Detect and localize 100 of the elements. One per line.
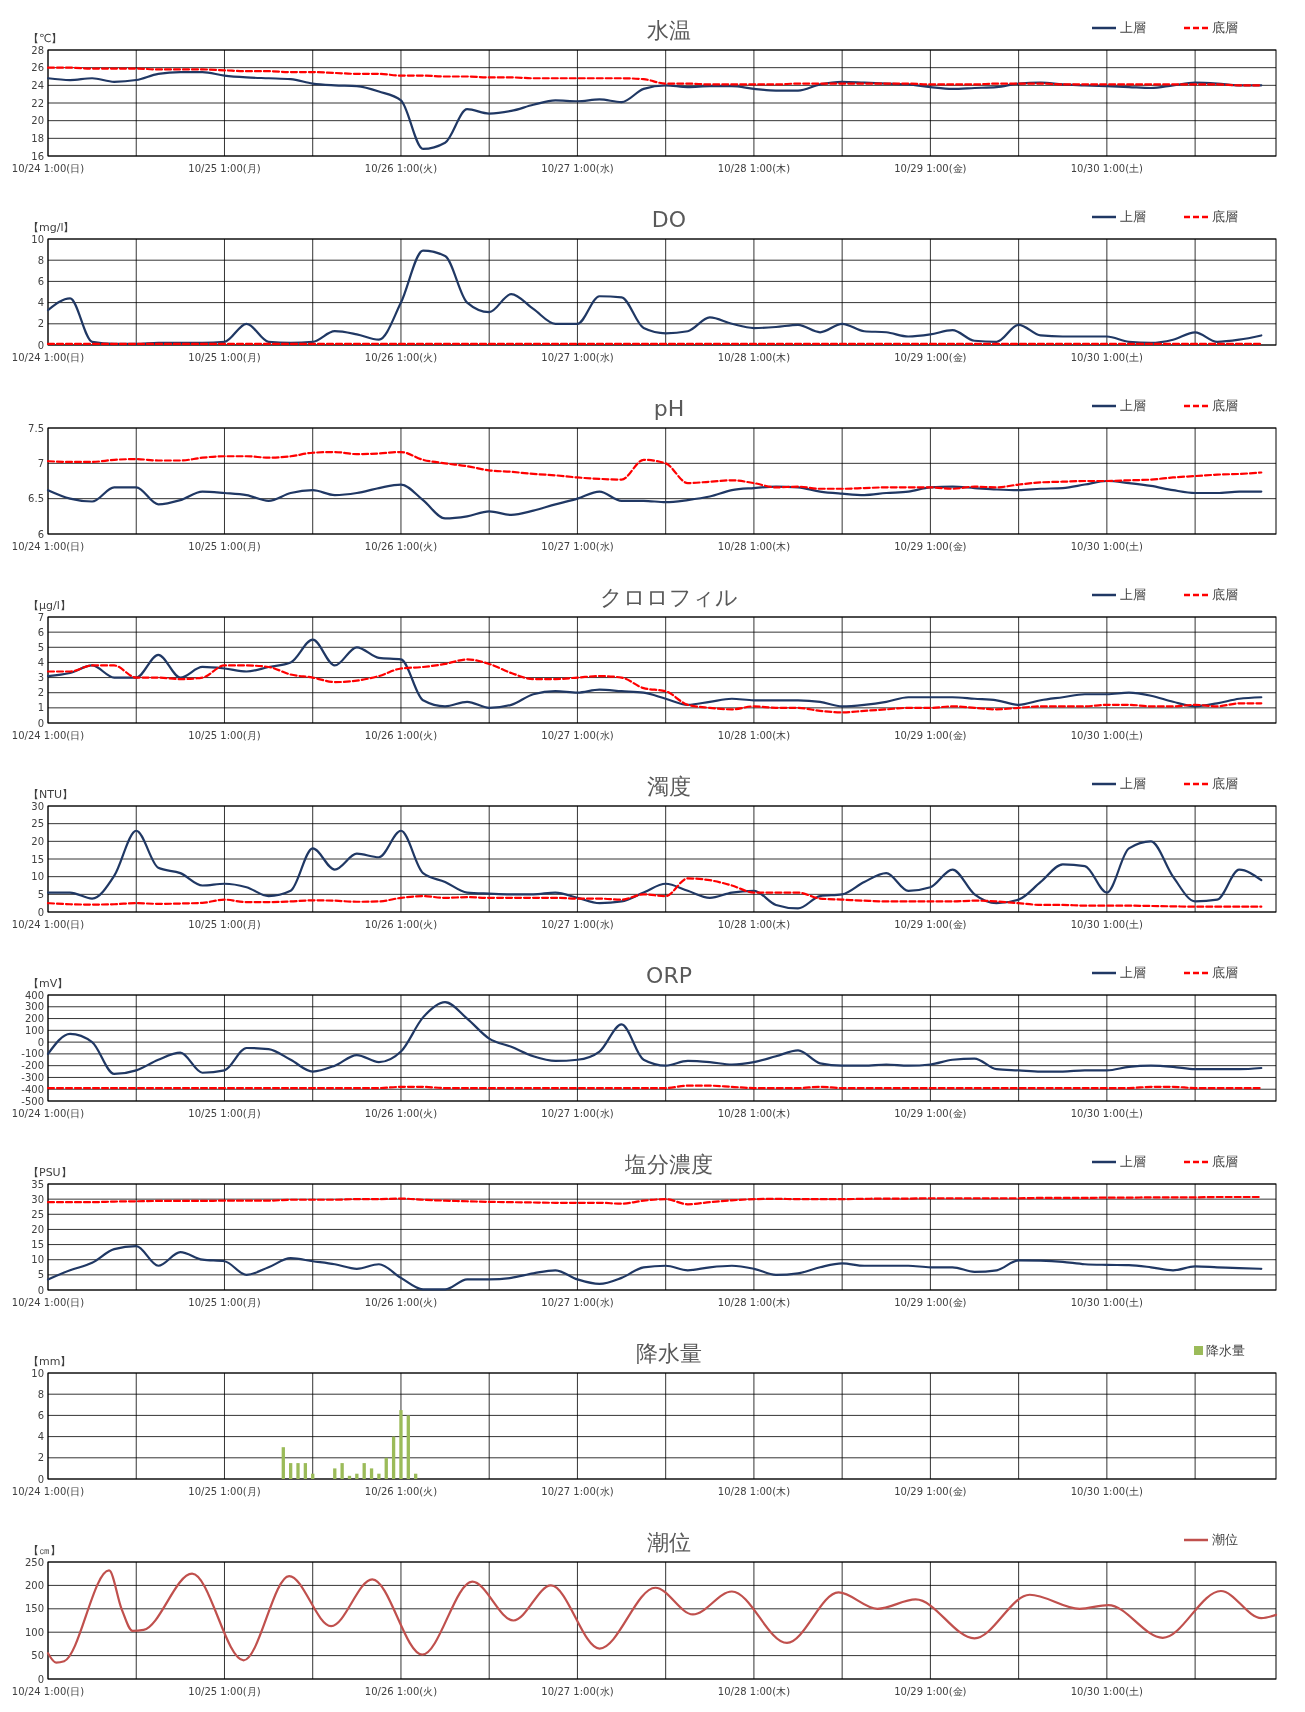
y-tick-label: 10: [31, 233, 44, 245]
x-tick-label: 10/29 1:00(金): [894, 1108, 967, 1119]
y-tick-label: 5: [37, 641, 44, 653]
y-tick-label: 10: [31, 1367, 44, 1379]
legend-label: 上層: [1120, 398, 1146, 413]
x-tick-label: 10/24 1:00(日): [11, 1486, 85, 1497]
y-axis-title: 【μg/l】: [28, 599, 71, 612]
y-tick-label: 30: [31, 800, 44, 812]
y-axis-title: 【NTU】: [28, 788, 73, 801]
x-tick-label: 10/28 1:00(木): [717, 1108, 791, 1119]
y-tick-label: 8: [37, 1388, 44, 1400]
x-tick-label: 10/25 1:00(月): [188, 1108, 261, 1119]
line-series: [46, 1195, 1263, 1206]
line-series: [46, 249, 1263, 346]
x-tick-label: 10/27 1:00(水): [541, 919, 614, 930]
y-tick-label: 6: [37, 275, 44, 287]
y-tick-label: 26: [31, 62, 44, 74]
y-axis-title: 【mg/l】: [28, 221, 75, 234]
legend-label: 底層: [1212, 587, 1238, 602]
line-series: [46, 658, 1263, 714]
line-series: [46, 1244, 1263, 1291]
chart-title: 降水量: [636, 1341, 702, 1366]
x-tick-label: 10/24 1:00(日): [11, 1297, 85, 1308]
legend-label: 降水量: [1206, 1343, 1245, 1358]
x-tick-label: 10/24 1:00(日): [11, 163, 85, 174]
x-tick-label: 10/29 1:00(金): [894, 919, 967, 930]
y-tick-label: 15: [31, 1239, 44, 1251]
x-tick-label: 10/28 1:00(木): [717, 352, 791, 363]
x-tick-label: 10/24 1:00(日): [11, 541, 85, 552]
x-tick-label: 10/28 1:00(木): [717, 1297, 791, 1308]
chart-title: ORP: [646, 963, 692, 988]
x-tick-label: 10/29 1:00(金): [894, 1686, 967, 1697]
y-tick-label: 50: [31, 1650, 44, 1662]
y-tick-label: 1: [37, 702, 44, 714]
x-tick-label: 10/26 1:00(火): [364, 1108, 438, 1119]
chart-title: 潮位: [647, 1530, 691, 1555]
x-tick-label: 10/29 1:00(金): [894, 541, 967, 552]
y-tick-label: 18: [31, 132, 44, 144]
y-tick-label: 3: [37, 672, 44, 684]
y-tick-label: 20: [31, 1223, 44, 1235]
y-tick-label: 0: [37, 1036, 44, 1048]
y-tick-label: 0: [37, 1284, 44, 1296]
y-tick-label: -100: [21, 1048, 44, 1060]
y-tick-label: 2: [37, 318, 44, 330]
y-tick-label: 8: [37, 254, 44, 266]
x-tick-label: 10/25 1:00(月): [188, 352, 261, 363]
x-tick-label: 10/24 1:00(日): [11, 919, 85, 930]
x-tick-label: 10/25 1:00(月): [188, 541, 261, 552]
x-tick-label: 10/26 1:00(火): [364, 352, 438, 363]
y-tick-label: -500: [21, 1095, 44, 1107]
x-tick-label: 10/28 1:00(木): [717, 730, 791, 741]
y-tick-label: 4: [37, 656, 44, 668]
legend-label: 上層: [1120, 776, 1146, 791]
x-tick-label: 10/27 1:00(水): [541, 1297, 614, 1308]
legend-label: 底層: [1212, 20, 1238, 35]
line-series: [46, 450, 1263, 490]
x-tick-label: 10/26 1:00(火): [364, 730, 438, 741]
x-tick-label: 10/30 1:00(土): [1070, 1686, 1144, 1697]
y-axis-title: 【㎝】: [28, 1544, 61, 1557]
x-tick-label: 10/27 1:00(水): [541, 1486, 614, 1497]
chart-title: DO: [651, 207, 687, 232]
line-series: [46, 66, 1263, 87]
chart-title: 水温: [647, 18, 691, 43]
y-tick-label: 10: [31, 1254, 44, 1266]
x-tick-label: 10/25 1:00(月): [188, 1297, 261, 1308]
y-tick-label: -300: [21, 1071, 44, 1083]
x-tick-label: 10/24 1:00(日): [11, 1108, 85, 1119]
chart-title: pH: [653, 396, 685, 421]
y-axis-title: 【℃】: [28, 32, 63, 45]
legend-label: 底層: [1212, 965, 1238, 980]
x-tick-label: 10/26 1:00(火): [364, 1297, 438, 1308]
y-tick-label: 24: [31, 79, 44, 91]
legend-label: 上層: [1120, 1154, 1146, 1169]
x-tick-label: 10/28 1:00(木): [717, 919, 791, 930]
x-tick-label: 10/26 1:00(火): [364, 541, 438, 552]
x-tick-label: 10/28 1:00(木): [717, 1686, 791, 1697]
line-series: [46, 638, 1263, 709]
y-tick-label: 400: [24, 989, 44, 1001]
x-tick-label: 10/29 1:00(金): [894, 163, 967, 174]
x-tick-label: 10/27 1:00(水): [541, 1686, 614, 1697]
x-tick-label: 10/26 1:00(火): [364, 163, 438, 174]
x-tick-label: 10/26 1:00(火): [364, 1686, 438, 1697]
x-tick-label: 10/25 1:00(月): [188, 163, 261, 174]
chart-title: クロロフィル: [600, 585, 738, 610]
y-tick-label: 5: [37, 888, 44, 900]
x-tick-label: 10/30 1:00(土): [1070, 1108, 1144, 1119]
y-tick-label: 200: [24, 1579, 44, 1591]
y-tick-label: 20: [31, 835, 44, 847]
legend-label: 底層: [1212, 776, 1238, 791]
y-tick-label: -200: [21, 1060, 44, 1072]
x-tick-label: 10/24 1:00(日): [11, 730, 85, 741]
y-tick-label: 16: [31, 150, 44, 162]
x-tick-label: 10/30 1:00(土): [1070, 541, 1144, 552]
y-tick-label: 100: [24, 1626, 44, 1638]
x-tick-label: 10/27 1:00(水): [541, 352, 614, 363]
y-tick-label: 7: [37, 457, 44, 469]
x-tick-label: 10/30 1:00(土): [1070, 919, 1144, 930]
y-tick-label: 25: [31, 818, 44, 830]
x-tick-label: 10/30 1:00(土): [1070, 163, 1144, 174]
x-tick-label: 10/25 1:00(月): [188, 1486, 261, 1497]
